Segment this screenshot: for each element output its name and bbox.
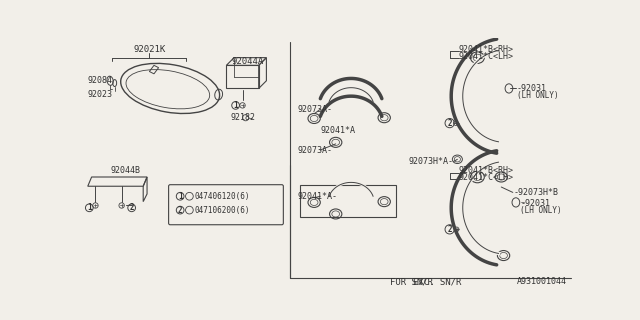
Text: 047106200(6): 047106200(6) xyxy=(195,206,250,215)
Text: 1: 1 xyxy=(234,101,238,110)
Text: 2: 2 xyxy=(447,119,452,128)
Text: 92041*C<LH>: 92041*C<LH> xyxy=(459,173,514,182)
Text: EXC. SN/R: EXC. SN/R xyxy=(413,277,461,286)
Text: 92023: 92023 xyxy=(88,90,113,99)
Text: 92041*B<RH>: 92041*B<RH> xyxy=(459,166,514,175)
Text: 2: 2 xyxy=(129,203,134,212)
Text: -92073H*B: -92073H*B xyxy=(513,188,559,197)
Text: 2: 2 xyxy=(447,225,452,234)
Text: 92041*A-: 92041*A- xyxy=(297,192,337,201)
Text: 047406120(6): 047406120(6) xyxy=(195,192,250,201)
Text: 92084: 92084 xyxy=(88,76,113,85)
Text: 92073A-: 92073A- xyxy=(297,105,332,114)
Text: 92073H*A-: 92073H*A- xyxy=(409,157,454,166)
Text: 92044A: 92044A xyxy=(232,57,264,66)
Bar xyxy=(300,185,396,217)
Text: (LH ONLY): (LH ONLY) xyxy=(520,206,562,215)
Text: 92073A-: 92073A- xyxy=(297,146,332,155)
Text: 2: 2 xyxy=(178,206,182,215)
Text: (LH ONLY): (LH ONLY) xyxy=(516,91,558,100)
Text: 92182: 92182 xyxy=(230,113,255,122)
Text: 1: 1 xyxy=(178,192,182,201)
Text: 92041*B<RH>: 92041*B<RH> xyxy=(459,45,514,54)
Text: 92041*C<LH>: 92041*C<LH> xyxy=(459,52,514,60)
Text: -92031: -92031 xyxy=(520,199,550,208)
Text: 92044B: 92044B xyxy=(111,166,141,175)
Text: 92021K: 92021K xyxy=(133,45,166,54)
Text: A931001044: A931001044 xyxy=(516,277,566,286)
Text: -92031: -92031 xyxy=(516,84,547,93)
Text: FOR SN/R: FOR SN/R xyxy=(390,277,433,286)
Text: 92041*A: 92041*A xyxy=(320,126,355,135)
Text: 1: 1 xyxy=(87,203,92,212)
